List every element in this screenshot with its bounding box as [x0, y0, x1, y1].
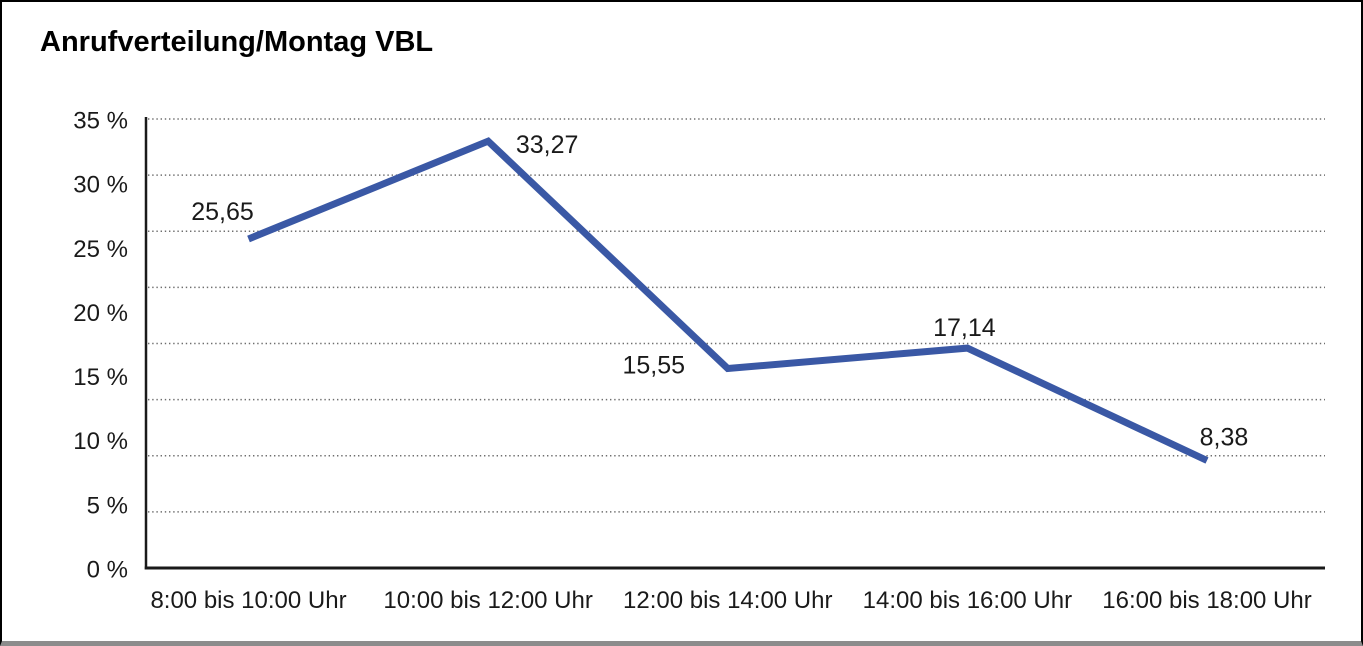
y-axis-tick-label: 15 % [73, 364, 128, 391]
x-axis-category-label: 16:00 bis 18:00 Uhr [1102, 587, 1311, 614]
x-axis-category-label: 14:00 bis 16:00 Uhr [863, 587, 1072, 614]
y-axis-tick-label: 35 % [73, 108, 128, 135]
x-axis-category-label: 12:00 bis 14:00 Uhr [623, 587, 832, 614]
y-axis-tick-label: 10 % [73, 428, 128, 455]
data-point-label: 25,65 [191, 198, 254, 226]
chart-title: Anrufverteilung/Montag VBL [40, 26, 434, 58]
data-point-label: 17,14 [933, 314, 996, 342]
data-line [247, 137, 1209, 464]
y-axis-tick-label: 30 % [73, 172, 128, 199]
y-axis-tick-label: 0 % [87, 557, 128, 584]
data-point-label: 8,38 [1200, 423, 1249, 451]
y-axis-tick-label: 20 % [73, 300, 128, 327]
data-point-label: 15,55 [622, 352, 685, 380]
x-axis-category-label: 8:00 bis 10:00 Uhr [150, 587, 346, 614]
y-axis-tick-label: 5 % [87, 492, 128, 519]
y-axis-tick-label: 25 % [73, 236, 128, 263]
data-point-label: 33,27 [516, 131, 579, 159]
x-axis-category-label: 10:00 bis 12:00 Uhr [383, 587, 592, 614]
